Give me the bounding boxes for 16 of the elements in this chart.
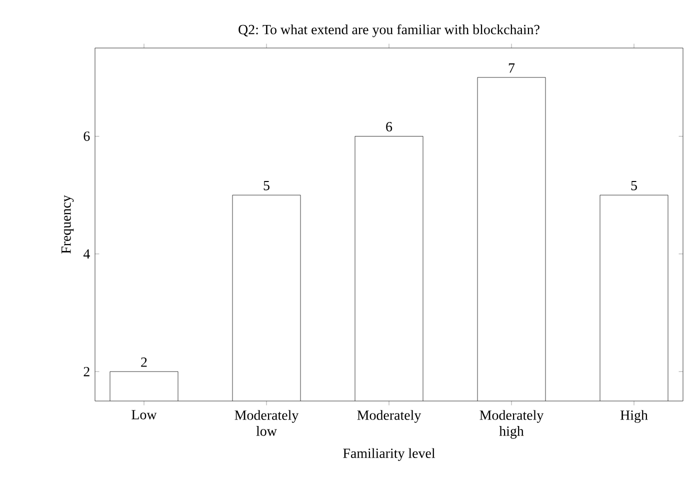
x-tick-label: Moderately <box>357 410 422 423</box>
x-tick-label: Moderately high <box>480 410 544 439</box>
y-tick-label: 2 <box>84 366 90 376</box>
data-label: 7 <box>508 63 515 73</box>
y-tick-label: 4 <box>83 249 90 259</box>
y-axis-title: Frequency <box>62 195 74 254</box>
data-label: 5 <box>631 180 637 190</box>
x-axis-title: Familiarity level <box>343 448 436 461</box>
x-tick-label: Moderately low <box>234 410 299 436</box>
chart-title: Q2: To what extend are you familiar with blockchain? <box>238 24 540 38</box>
data-label: 5 <box>264 180 270 190</box>
data-label: 2 <box>141 358 147 367</box>
x-tick-label: High <box>620 410 648 423</box>
y-tick-label: 6 <box>84 132 90 141</box>
data-label: 6 <box>386 122 392 132</box>
x-tick-label: Low <box>132 410 157 420</box>
